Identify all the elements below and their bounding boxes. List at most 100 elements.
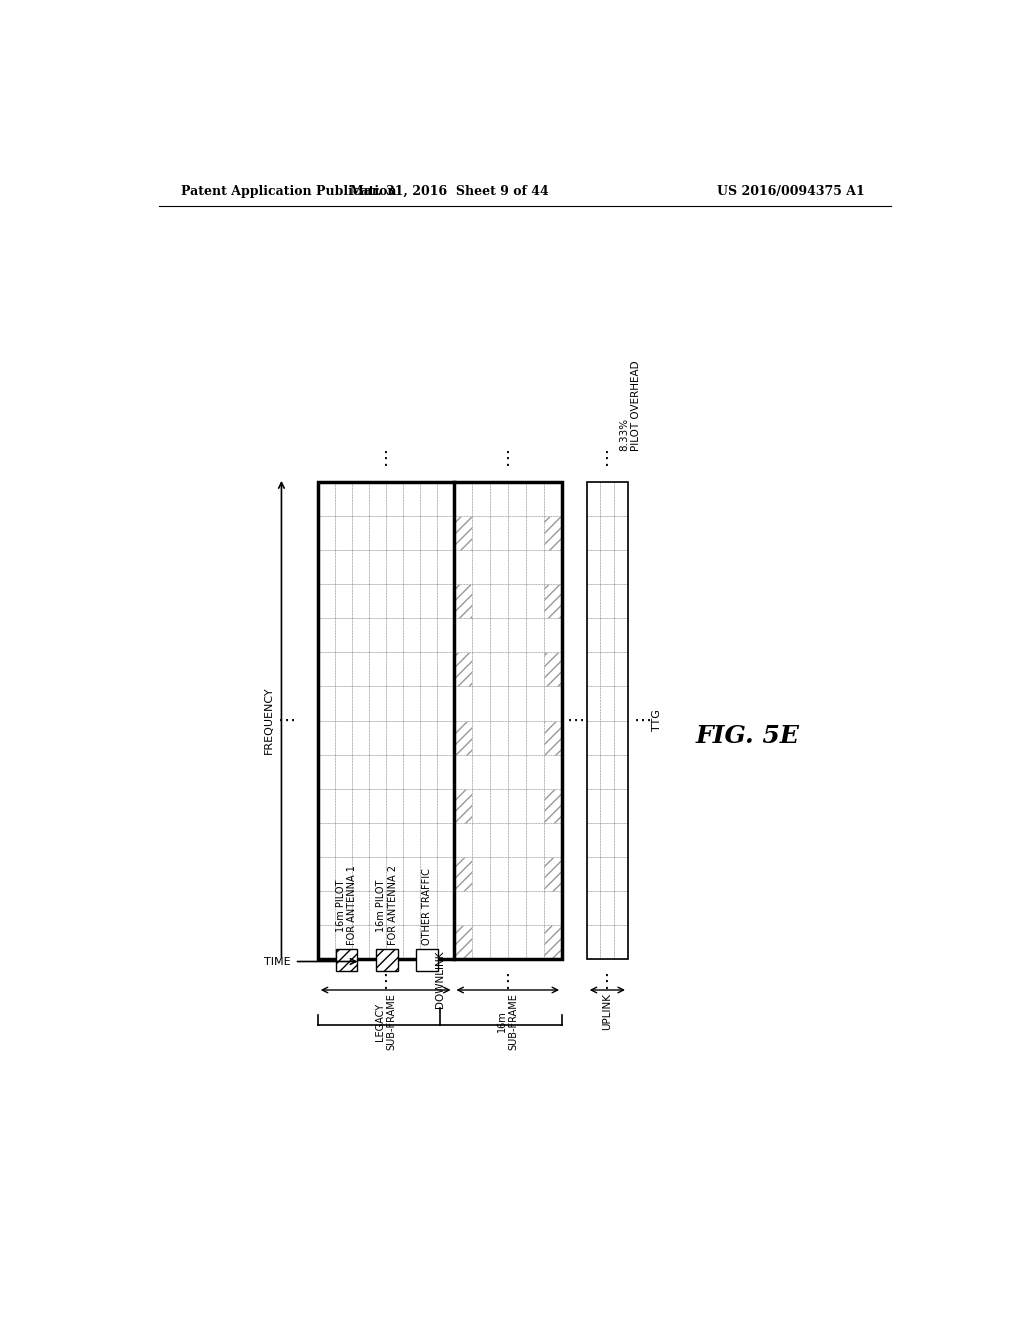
Bar — [317, 583, 335, 618]
Bar — [352, 857, 369, 891]
Bar — [526, 686, 544, 721]
Bar — [369, 755, 386, 789]
Text: 16m PILOT
FOR ANTENNA 1: 16m PILOT FOR ANTENNA 1 — [336, 866, 357, 945]
Bar — [526, 652, 544, 686]
Bar — [600, 789, 614, 822]
Bar — [335, 721, 352, 755]
Bar — [420, 891, 436, 925]
Bar — [472, 652, 489, 686]
Bar — [587, 755, 600, 789]
Bar — [587, 482, 628, 960]
Bar — [489, 721, 508, 755]
Bar — [402, 789, 420, 822]
Bar — [587, 789, 600, 822]
Bar — [472, 482, 489, 516]
Bar — [369, 482, 386, 516]
Bar — [352, 686, 369, 721]
Bar — [376, 949, 397, 970]
Bar — [335, 686, 352, 721]
Bar — [587, 516, 600, 550]
Bar — [544, 618, 562, 652]
Bar — [489, 686, 508, 721]
Bar — [436, 516, 454, 550]
Bar — [317, 925, 335, 960]
Bar — [420, 721, 436, 755]
Bar — [454, 755, 472, 789]
Bar — [614, 891, 628, 925]
Bar — [420, 652, 436, 686]
Bar — [472, 686, 489, 721]
Text: ⋮: ⋮ — [377, 973, 394, 991]
Bar — [614, 721, 628, 755]
Bar — [508, 755, 526, 789]
Bar — [526, 550, 544, 585]
Bar — [386, 550, 402, 585]
Bar — [526, 482, 544, 516]
Text: 16m PILOT
FOR ANTENNA 2: 16m PILOT FOR ANTENNA 2 — [376, 866, 397, 945]
Bar — [352, 721, 369, 755]
Text: US 2016/0094375 A1: US 2016/0094375 A1 — [717, 185, 864, 198]
Bar — [402, 516, 420, 550]
Bar — [472, 618, 489, 652]
Bar — [369, 721, 386, 755]
Bar — [587, 925, 600, 960]
Bar — [335, 857, 352, 891]
Bar — [526, 721, 544, 755]
Bar — [508, 686, 526, 721]
Text: UPLINK: UPLINK — [602, 993, 612, 1030]
Bar — [436, 822, 454, 857]
Bar — [436, 721, 454, 755]
Bar — [454, 550, 472, 585]
Bar — [402, 721, 420, 755]
Text: Mar. 31, 2016  Sheet 9 of 44: Mar. 31, 2016 Sheet 9 of 44 — [350, 185, 549, 198]
Bar — [369, 925, 386, 960]
Bar — [317, 482, 335, 516]
Bar — [587, 686, 600, 721]
Bar — [317, 789, 335, 822]
Bar — [600, 755, 614, 789]
Bar — [436, 652, 454, 686]
Bar — [489, 925, 508, 960]
Bar — [614, 652, 628, 686]
Bar — [335, 583, 352, 618]
Bar — [526, 755, 544, 789]
Bar — [420, 686, 436, 721]
Bar — [614, 550, 628, 585]
Bar — [526, 857, 544, 891]
Bar — [369, 857, 386, 891]
Bar — [386, 925, 402, 960]
Bar — [614, 822, 628, 857]
Bar — [544, 755, 562, 789]
Text: ⋮: ⋮ — [377, 450, 394, 467]
Bar — [335, 550, 352, 585]
Bar — [369, 891, 386, 925]
Bar — [420, 755, 436, 789]
Bar — [600, 652, 614, 686]
Bar — [600, 857, 614, 891]
Bar — [587, 550, 600, 585]
Bar — [526, 822, 544, 857]
Bar — [402, 925, 420, 960]
Bar — [526, 583, 544, 618]
Bar — [352, 925, 369, 960]
Bar — [317, 516, 335, 550]
Bar — [352, 618, 369, 652]
Bar — [614, 686, 628, 721]
Bar — [386, 482, 402, 516]
Bar — [526, 891, 544, 925]
Bar — [317, 550, 335, 585]
Bar — [472, 516, 489, 550]
Bar — [472, 891, 489, 925]
Bar — [544, 857, 562, 891]
Bar — [508, 822, 526, 857]
Bar — [587, 652, 600, 686]
Bar — [352, 755, 369, 789]
Bar — [402, 891, 420, 925]
Bar — [417, 949, 438, 970]
Bar — [436, 583, 454, 618]
Bar — [335, 652, 352, 686]
Bar — [544, 891, 562, 925]
Bar — [526, 618, 544, 652]
Bar — [472, 583, 489, 618]
Bar — [600, 482, 614, 516]
